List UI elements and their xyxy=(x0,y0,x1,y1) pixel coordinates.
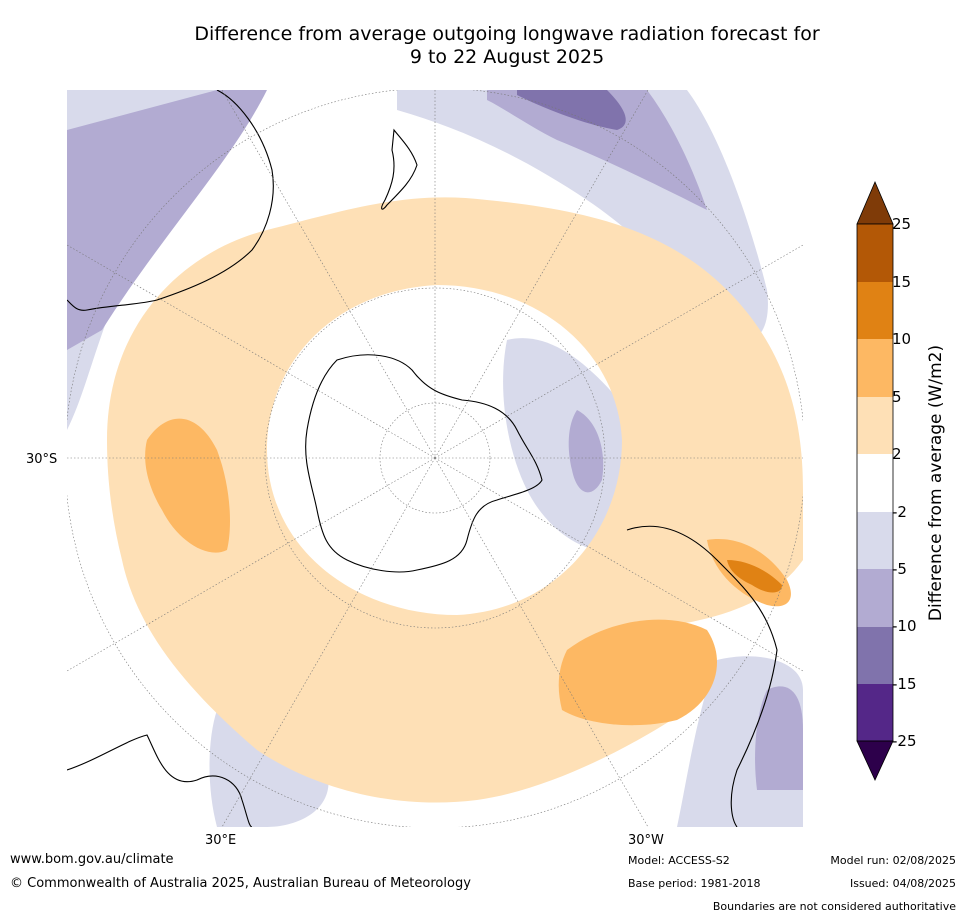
colorbar-segment xyxy=(857,397,893,454)
boundaries-disclaimer: Boundaries are not considered authoritat… xyxy=(712,900,956,913)
colorbar-arrow-max xyxy=(856,180,894,225)
issued-date: Issued: 04/08/2025 xyxy=(849,877,956,890)
colorbar-segment xyxy=(857,224,893,282)
colorbar-tick: 25 xyxy=(892,215,912,233)
colorbar-segment xyxy=(857,282,893,339)
colorbar xyxy=(856,180,894,781)
colorbar-tick: -25 xyxy=(892,732,917,750)
map-title-line1: Difference from average outgoing longwav… xyxy=(194,23,820,45)
map-title-line2: 9 to 22 August 2025 xyxy=(409,46,605,68)
colorbar-tick: -2 xyxy=(892,503,907,521)
colorbar-tick: -5 xyxy=(892,560,907,578)
colorbar-tick: -15 xyxy=(892,675,917,693)
colorbar-title: Difference from average (W/m2) xyxy=(926,344,946,622)
south-america-coastline xyxy=(626,525,778,827)
colorbar-tick: -10 xyxy=(892,617,917,635)
colorbar-segment xyxy=(857,512,893,569)
positive-anomaly-region xyxy=(558,619,717,726)
latitude-label-30s: 30°S xyxy=(26,452,58,467)
africa-coastline xyxy=(67,734,253,827)
negative-anomaly-region xyxy=(568,410,604,493)
antarctica-coastline xyxy=(305,354,543,573)
longitude-label-30w: 30°W xyxy=(628,833,664,848)
model-run-date: Model run: 02/08/2025 xyxy=(830,854,956,867)
negative-anomaly-region xyxy=(517,90,626,130)
colorbar-segment xyxy=(857,684,893,741)
new-zealand-coastline xyxy=(381,128,418,210)
base-period: Base period: 1981-2018 xyxy=(628,877,761,890)
colorbar-tick: 2 xyxy=(892,445,902,463)
colorbar-segment xyxy=(857,339,893,397)
colorbar-arrow-min xyxy=(856,740,894,781)
longitude-label-30e: 30°E xyxy=(205,833,237,848)
positive-anomaly-region xyxy=(727,560,782,593)
colorbar-segment xyxy=(857,627,893,684)
website-link[interactable]: www.bom.gov.au/climate xyxy=(10,852,174,867)
copyright-text: © Commonwealth of Australia 2025, Austra… xyxy=(10,876,471,891)
model-name: Model: ACCESS-S2 xyxy=(628,854,730,867)
colorbar-segment xyxy=(857,454,893,512)
graticule xyxy=(67,90,803,827)
positive-anomaly-region xyxy=(145,418,230,553)
colorbar-tick: 10 xyxy=(892,330,912,348)
australia-coastline xyxy=(67,90,274,311)
colorbar-segment xyxy=(857,569,893,627)
negative-anomaly-region xyxy=(755,686,803,790)
negative-anomaly-region xyxy=(67,90,267,350)
negative-anomaly-region xyxy=(487,90,707,210)
colorbar-tick: 5 xyxy=(892,388,902,406)
colorbar-tick: 15 xyxy=(892,273,912,291)
polar-map xyxy=(67,90,803,827)
